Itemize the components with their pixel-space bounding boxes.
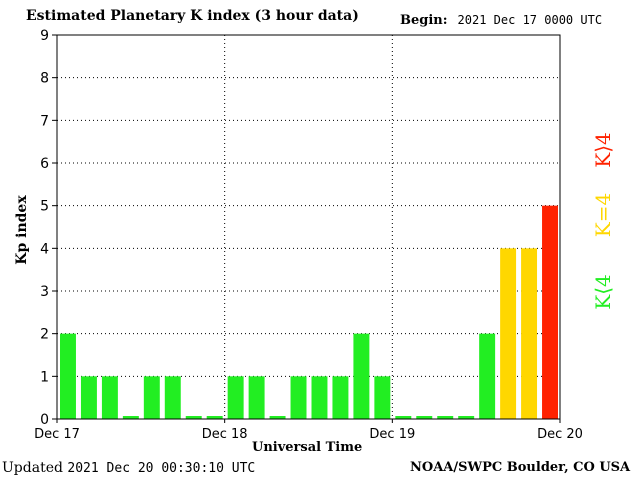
y-tick-label: 8	[40, 71, 49, 87]
kp-bar	[101, 376, 118, 419]
y-tick-label: 4	[40, 241, 49, 257]
y-tick-label: 0	[40, 412, 49, 428]
y-tick-label: 2	[40, 327, 49, 343]
kp-bar	[479, 333, 496, 419]
updated-timestamp: Updated 2021 Dec 20 00:30:10 UTC	[2, 460, 255, 476]
kp-bar	[374, 376, 391, 419]
updated-value: 2021 Dec 20 00:30:10 UTC	[67, 461, 256, 476]
kp-bar	[395, 416, 412, 419]
x-tick-label: Dec 19	[369, 427, 415, 442]
kp-bar	[332, 376, 349, 419]
kp-bar	[458, 416, 475, 419]
kp-bar	[164, 376, 181, 419]
y-tick-label: 6	[40, 156, 49, 172]
plot-frame	[56, 34, 561, 420]
kp-bar	[542, 205, 558, 419]
legend-k-greater-4: K⟩4	[591, 132, 615, 168]
kp-bar	[521, 248, 538, 419]
kp-bar	[122, 416, 139, 419]
kp-bar	[227, 376, 244, 419]
y-tick-label: 9	[40, 28, 49, 44]
kp-bar	[311, 376, 328, 419]
begin-time: Begin: 2021 Dec 17 0000 UTC	[400, 13, 602, 28]
x-tick-label: Dec 20	[537, 427, 583, 442]
kp-bar	[437, 416, 454, 419]
begin-value: 2021 Dec 17 0000 UTC	[457, 13, 603, 27]
y-axis-label: Kp index	[14, 195, 30, 265]
legend-k-less-4: K⟨4	[591, 274, 615, 310]
y-tick-label: 7	[40, 113, 49, 129]
x-axis-label: Universal Time	[252, 440, 363, 455]
kp-bar	[185, 416, 202, 419]
kp-bar	[416, 416, 433, 419]
legend-k-equal-4: K=4	[591, 192, 615, 238]
kp-bar	[206, 416, 223, 419]
begin-label: Begin:	[400, 13, 448, 28]
kp-bar	[143, 376, 160, 419]
y-tick-label: 1	[40, 369, 49, 385]
kp-bar	[248, 376, 265, 419]
x-tick-label: Dec 17	[34, 427, 80, 442]
kp-bar	[500, 248, 517, 419]
y-tick-label: 3	[40, 284, 49, 300]
kp-bar	[60, 333, 76, 419]
chart-title: Estimated Planetary K index (3 hour data…	[26, 8, 359, 24]
updated-label: Updated	[2, 460, 63, 476]
credit-text: NOAA/SWPC Boulder, CO USA	[410, 460, 631, 475]
kp-bar	[290, 376, 307, 419]
x-tick-label: Dec 18	[202, 427, 248, 442]
y-tick-label: 5	[40, 199, 49, 215]
kp-bar	[269, 416, 286, 419]
kp-bar	[353, 333, 370, 419]
kp-bar	[80, 376, 97, 419]
